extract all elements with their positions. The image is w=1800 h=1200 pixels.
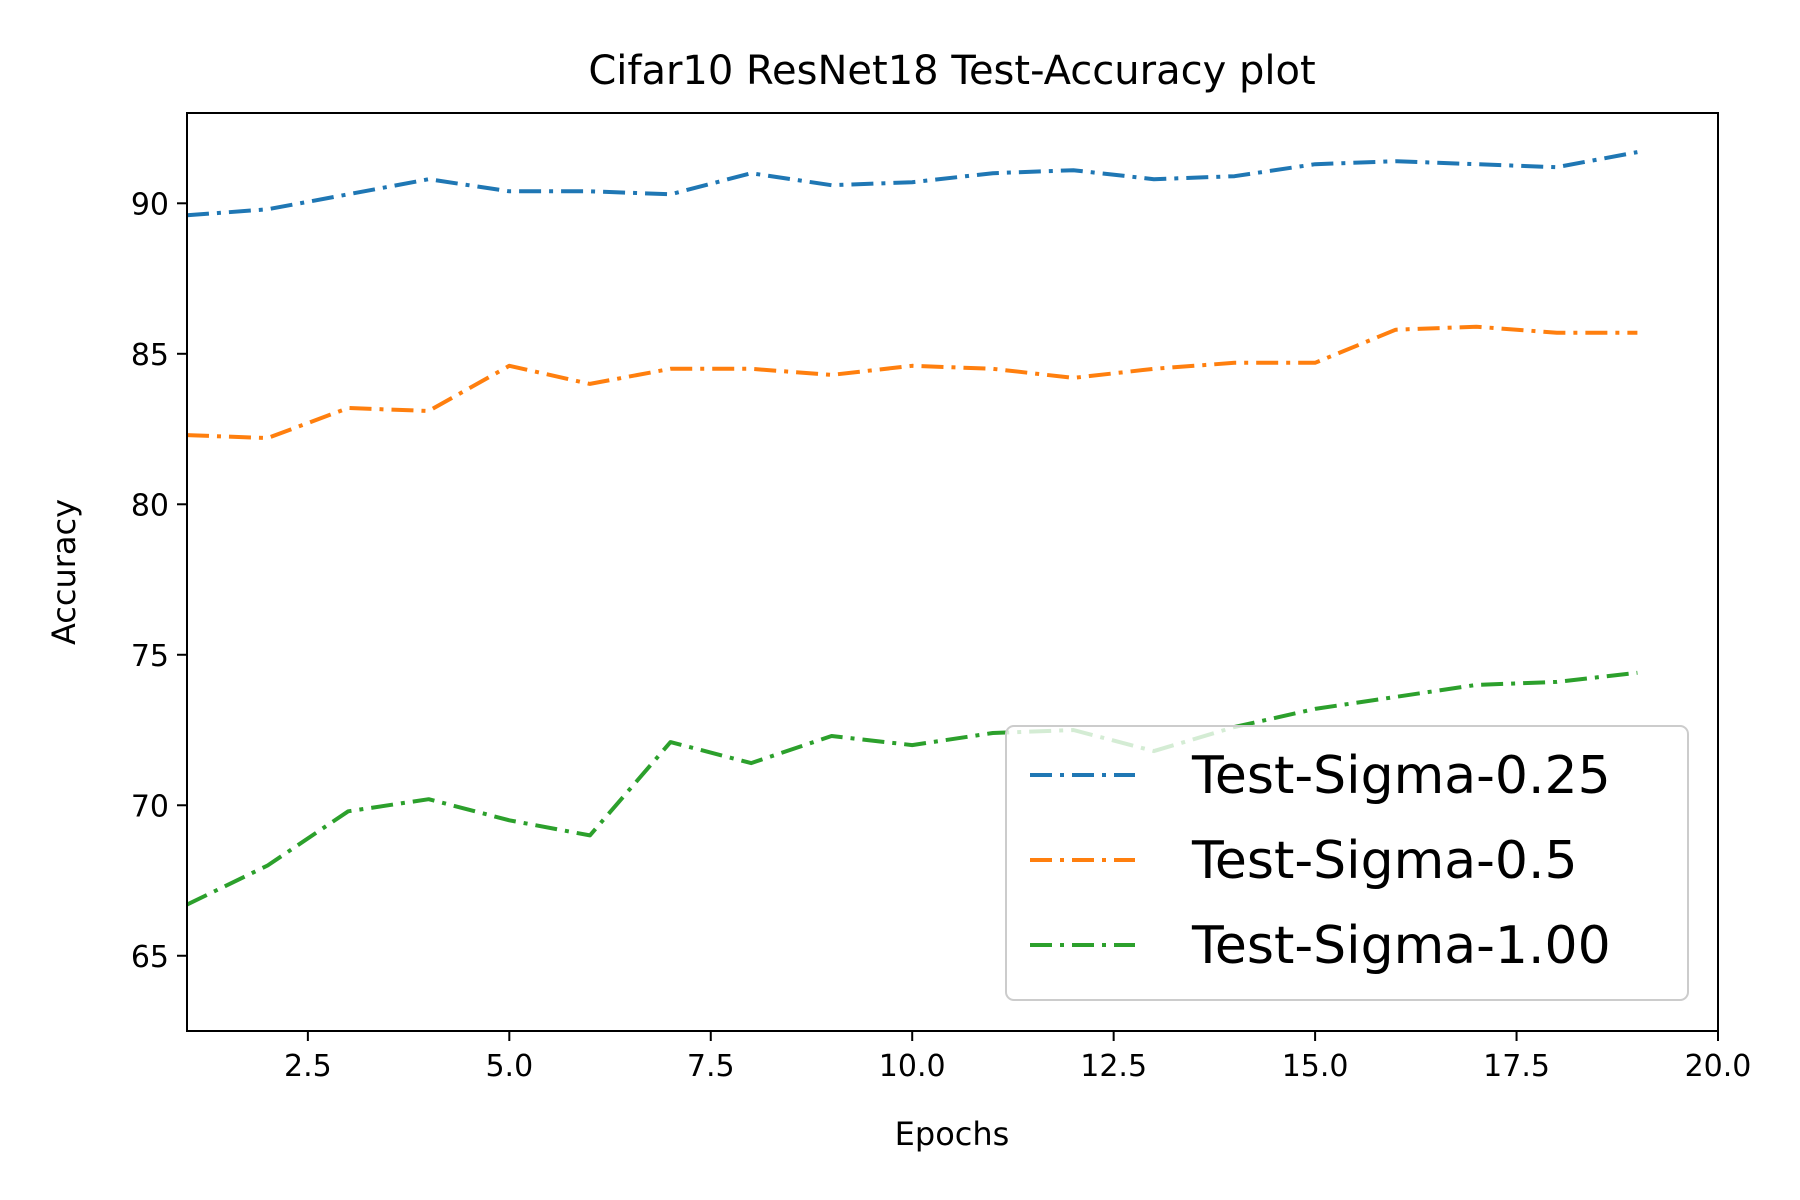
plot-frame [186,112,1719,1032]
x-axis-ticks: 2.5 5.0 7.5 10.0 12.5 15.0 17.5 20.0 [284,1031,1751,1084]
x-tick-label: 2.5 [284,1049,332,1084]
y-tick-label: 85 [131,338,169,373]
y-tick-label: 65 [131,940,169,975]
y-tick-label: 80 [131,488,169,523]
y-tick-label: 70 [131,789,169,824]
series-line-0 [187,150,1638,218]
x-tick-label: 12.5 [1080,1049,1147,1084]
y-axis-label: Accuracy [45,499,83,645]
x-axis-label: Epochs [895,1115,1010,1153]
y-tick-label: 90 [131,187,169,222]
chart-title: Cifar10 ResNet18 Test-Accuracy plot [588,48,1315,94]
legend: Test-Sigma-0.25 Test-Sigma-0.5 Test-Sigma-… [1005,725,1689,1001]
x-tick-label: 17.5 [1483,1049,1550,1084]
legend-label-1: Test-Sigma-0.5 [1191,831,1578,891]
x-tick-label: 5.0 [485,1049,533,1084]
x-tick-label: 7.5 [687,1049,735,1084]
x-tick-label: 10.0 [879,1049,946,1084]
series-line-2 [187,670,1638,907]
series-layer [187,150,1638,907]
series-line-1 [187,324,1638,441]
y-axis-ticks: 65 70 75 80 85 90 [131,187,187,975]
legend-box [1005,725,1689,1001]
y-tick-label: 75 [131,639,169,674]
x-tick-label: 15.0 [1282,1049,1349,1084]
legend-label-2: Test-Sigma-1.00 [1191,916,1611,976]
x-tick-label: 20.0 [1685,1049,1752,1084]
legend-label-0: Test-Sigma-0.25 [1191,746,1611,806]
